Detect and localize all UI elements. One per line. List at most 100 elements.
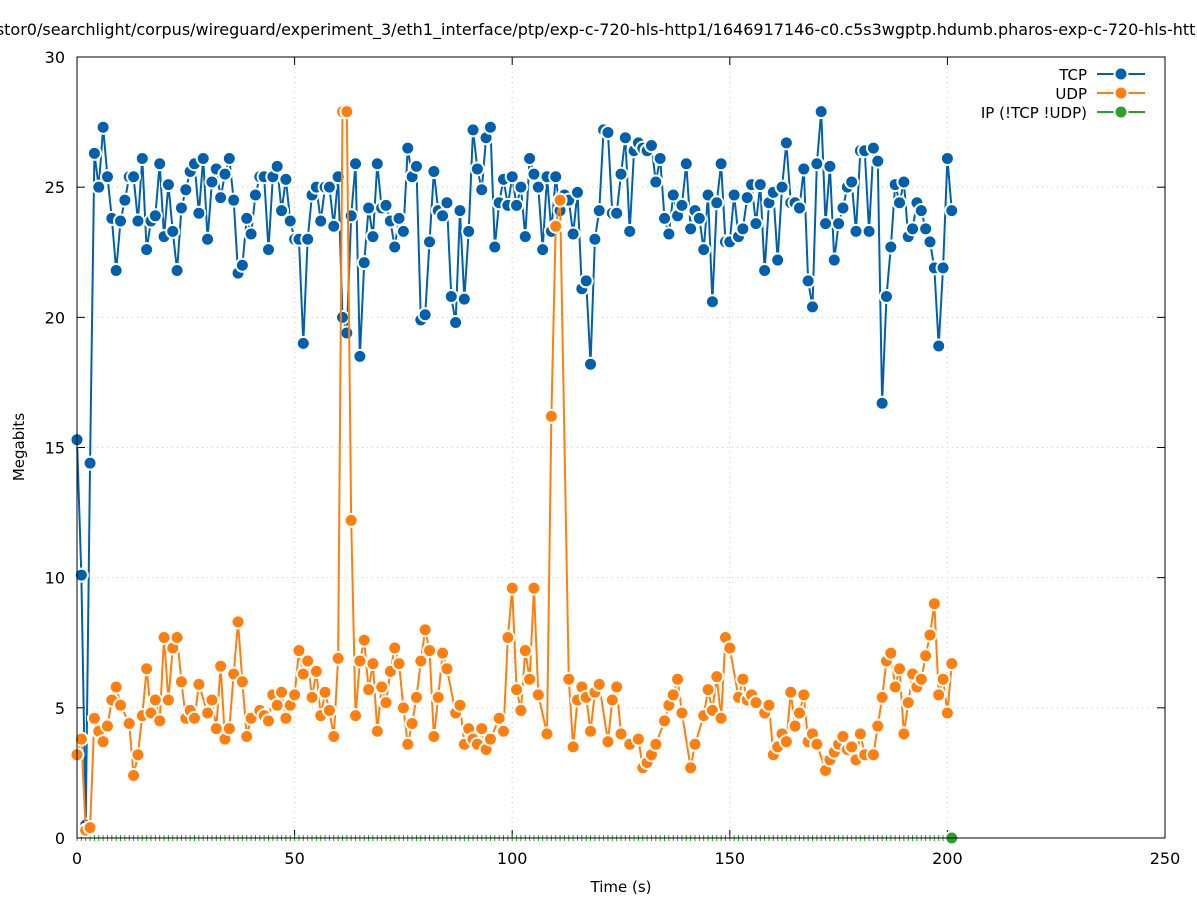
tcp-point — [935, 260, 951, 276]
tcp-point — [652, 151, 668, 167]
tcp-point — [591, 203, 607, 219]
udp-point — [152, 713, 168, 729]
udp-point — [395, 700, 411, 716]
udp-point — [356, 632, 372, 648]
tcp-point — [348, 156, 364, 172]
tcp-point — [870, 153, 886, 169]
y-axis-label: Megabits — [10, 413, 28, 481]
udp-point — [86, 710, 102, 726]
udp-point — [82, 820, 98, 836]
tcp-point — [939, 151, 955, 167]
tcp-point — [892, 195, 908, 211]
udp-point — [648, 736, 664, 752]
udp-point — [321, 702, 337, 718]
udp-point — [791, 705, 807, 721]
udp-point — [887, 679, 903, 695]
udp-point — [844, 739, 860, 755]
udp-point — [735, 671, 751, 687]
tcp-point — [391, 210, 407, 226]
tcp-point — [469, 161, 485, 177]
tcp-point — [822, 158, 838, 174]
tcp-point — [752, 177, 768, 193]
x-tick-label: 0 — [72, 849, 82, 868]
tcp-point — [439, 195, 455, 211]
udp-point — [160, 692, 176, 708]
x-axis-label: Time (s) — [590, 878, 652, 896]
udp-point — [713, 710, 729, 726]
tcp-point — [735, 221, 751, 237]
tcp-point — [113, 213, 129, 229]
udp-point — [852, 726, 868, 742]
udp-point — [522, 671, 538, 687]
udp-point — [139, 661, 155, 677]
udp-point — [500, 630, 516, 646]
udp-point — [439, 661, 455, 677]
udp-point — [269, 697, 285, 713]
udp-point — [304, 689, 320, 705]
udp-point — [543, 408, 559, 424]
tcp-point — [522, 151, 538, 167]
udp-point — [169, 630, 185, 646]
tcp-point — [835, 200, 851, 216]
udp-point — [234, 674, 250, 690]
tcp-point — [130, 213, 146, 229]
tcp-point — [361, 200, 377, 216]
tcp-point — [774, 179, 790, 195]
udp-point — [295, 666, 311, 682]
tcp-point — [165, 223, 181, 239]
legend-marker — [1113, 85, 1129, 101]
udp-point — [278, 710, 294, 726]
tcp-point — [931, 338, 947, 354]
legend-label: UDP — [1055, 85, 1087, 103]
tcp-point — [73, 567, 89, 583]
tcp-point — [813, 104, 829, 120]
udp-point — [317, 684, 333, 700]
tcp-point — [748, 216, 764, 232]
udp-point — [230, 614, 246, 630]
tcp-point — [739, 190, 755, 206]
tcp-point — [339, 325, 355, 341]
tcp-point — [448, 315, 464, 331]
tcp-point — [587, 231, 603, 247]
udp-point — [513, 702, 529, 718]
udp-point — [308, 663, 324, 679]
tcp-point — [861, 223, 877, 239]
tcp-point — [160, 177, 176, 193]
udp-point — [913, 671, 929, 687]
tcp-point — [343, 208, 359, 224]
tcp-point — [548, 169, 564, 185]
udp-point — [291, 643, 307, 659]
udp-point — [213, 658, 229, 674]
tcp-point — [482, 119, 498, 135]
y-tick-label: 5 — [55, 699, 65, 718]
x-tick-label: 150 — [715, 849, 746, 868]
tcp-point — [126, 169, 142, 185]
udp-point — [783, 684, 799, 700]
tcp-point — [913, 203, 929, 219]
udp-point — [387, 640, 403, 656]
tcp-point — [800, 273, 816, 289]
udp-point — [413, 653, 429, 669]
udp-point — [417, 622, 433, 638]
tcp-point — [643, 138, 659, 154]
y-tick-label: 30 — [45, 48, 65, 67]
tcp-point — [530, 179, 546, 195]
udp-point — [422, 643, 438, 659]
udp-point — [548, 218, 564, 234]
tcp-point — [313, 213, 329, 229]
tcp-point — [683, 221, 699, 237]
tcp-point — [365, 229, 381, 245]
udp-point — [126, 768, 142, 784]
legend-label: IP (!TCP !UDP) — [981, 104, 1087, 122]
udp-point — [526, 580, 542, 596]
tcp-point — [278, 171, 294, 187]
udp-point — [539, 726, 555, 742]
udp-point — [274, 684, 290, 700]
udp-point — [604, 692, 620, 708]
udp-point — [391, 656, 407, 672]
udp-point — [204, 692, 220, 708]
udp-point — [509, 682, 525, 698]
udp-point — [426, 728, 442, 744]
tcp-point — [195, 151, 211, 167]
tcp-point — [696, 242, 712, 258]
